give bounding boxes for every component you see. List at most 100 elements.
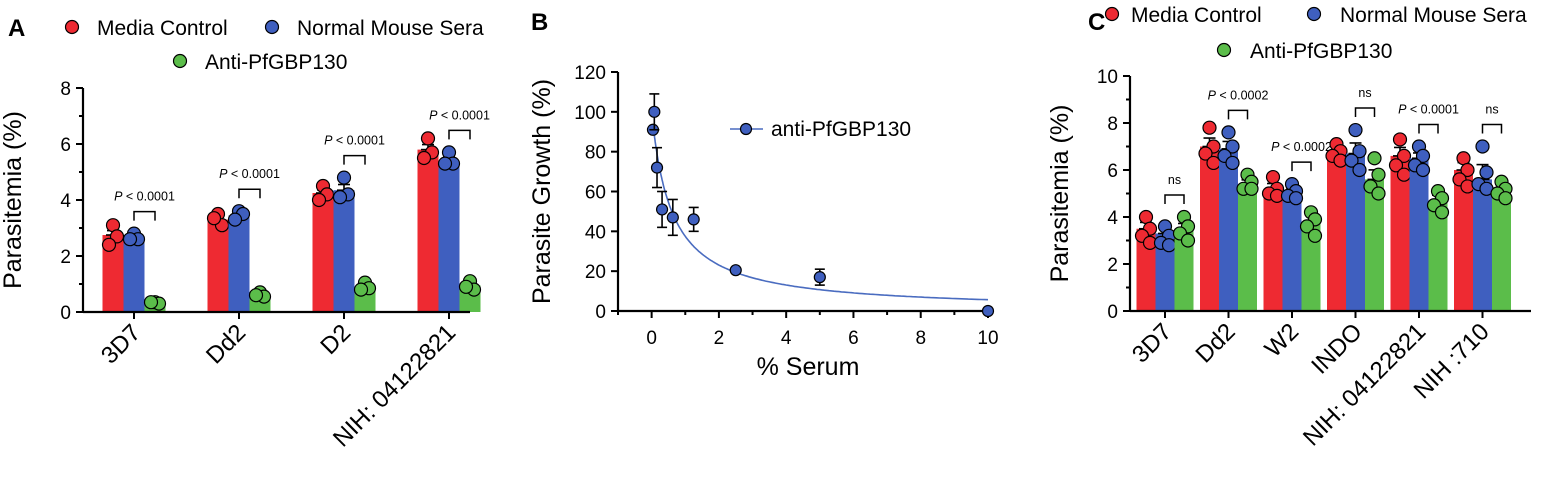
data-point xyxy=(729,264,742,277)
panel-letter: C xyxy=(1088,9,1105,36)
p-value-label: P < 0.0001 xyxy=(1398,103,1459,117)
data-point xyxy=(437,156,453,171)
y-tick-label: 120 xyxy=(574,63,606,84)
bar xyxy=(228,215,250,312)
data-point xyxy=(1225,155,1240,171)
data-point xyxy=(122,232,138,247)
x-tick-label: 8 xyxy=(915,328,926,349)
p-value-label: P < 0.0001 xyxy=(219,167,280,181)
bar xyxy=(1390,155,1410,311)
bar xyxy=(1473,179,1492,311)
x-tick-label: 2 xyxy=(714,328,725,349)
legend-marker-2 xyxy=(1216,42,1232,58)
data-point xyxy=(655,203,669,216)
data-point xyxy=(1180,233,1196,248)
bar xyxy=(438,160,460,312)
p-value-text: < 0.0001 xyxy=(437,108,490,122)
significance-bracket xyxy=(238,188,261,199)
y-tick-label: 0 xyxy=(595,302,606,323)
p-value-label: P < 0.0001 xyxy=(324,134,385,148)
data-point xyxy=(650,161,664,174)
bar xyxy=(1409,158,1429,311)
data-point xyxy=(1371,167,1386,182)
p-symbol: P xyxy=(324,134,333,148)
data-point xyxy=(353,282,369,297)
bar xyxy=(1365,179,1384,311)
data-point xyxy=(1392,132,1408,147)
data-point xyxy=(1161,238,1177,253)
bar xyxy=(1200,146,1219,311)
data-point xyxy=(101,237,117,252)
y-tick-label: 8 xyxy=(60,79,71,100)
data-point xyxy=(1388,158,1404,173)
data-point xyxy=(1460,162,1475,178)
bar xyxy=(1301,221,1321,311)
bar xyxy=(1263,188,1283,311)
data-point xyxy=(1198,146,1213,161)
legend-marker-1 xyxy=(264,19,280,35)
panel-letter: B xyxy=(531,9,548,36)
category-label: W2 xyxy=(1260,318,1305,363)
data-point xyxy=(336,170,352,185)
data-point xyxy=(1396,148,1412,163)
p-symbol: P xyxy=(1208,88,1217,102)
legend-marker-1 xyxy=(1306,6,1322,22)
data-point xyxy=(1288,191,1304,206)
panel-c: C Media Control Normal Mouse Sera Anti-PfGB… xyxy=(1046,4,1531,451)
p-value-text: < 0.0002 xyxy=(1279,140,1332,154)
category-label: D2 xyxy=(315,319,356,360)
significance-bracket xyxy=(343,154,366,165)
p-value-text: ns xyxy=(1358,86,1371,100)
p-value-text: < 0.0001 xyxy=(227,167,280,181)
data-point xyxy=(1396,167,1412,182)
data-point xyxy=(1367,151,1382,166)
data-point xyxy=(1221,125,1236,140)
significance-bracket xyxy=(133,210,156,221)
y-tick-label: 8 xyxy=(1107,114,1118,135)
bar xyxy=(1238,184,1257,311)
data-point xyxy=(1415,162,1431,178)
bar xyxy=(1454,170,1473,311)
bar xyxy=(417,149,439,312)
panel-a: A Media Control Normal Mouse Sera Anti-PfGB… xyxy=(0,15,490,452)
bar xyxy=(333,190,355,312)
x-axis-title: % Serum xyxy=(757,353,860,381)
bar xyxy=(1219,148,1238,311)
p-symbol: P xyxy=(219,167,228,181)
data-point xyxy=(1456,151,1471,166)
data-point xyxy=(1299,219,1315,234)
category-label: 3D7 xyxy=(96,319,146,369)
bar xyxy=(1155,233,1175,311)
bar xyxy=(123,237,145,312)
p-value-text: < 0.0001 xyxy=(1406,103,1459,117)
bar xyxy=(1428,200,1448,311)
data-point xyxy=(981,304,995,318)
data-point xyxy=(416,150,432,166)
p-value-label: ns xyxy=(1168,173,1181,187)
x-tick-label: 4 xyxy=(781,328,792,349)
bar xyxy=(1174,228,1194,311)
data-point xyxy=(143,295,159,310)
data-point xyxy=(1244,181,1259,196)
p-value-label: P < 0.0002 xyxy=(1208,88,1269,102)
bar xyxy=(207,219,229,312)
data-point xyxy=(1479,165,1494,180)
data-point xyxy=(1348,122,1363,138)
p-value-text: < 0.0001 xyxy=(332,134,385,148)
legend-label: Normal Mouse Sera xyxy=(1340,4,1527,27)
bar xyxy=(1327,151,1346,311)
p-value-label: P < 0.0001 xyxy=(114,190,175,204)
significance-bracket xyxy=(1418,123,1439,134)
data-point xyxy=(1344,153,1359,168)
y-axis-title: Parasite Growth (%) xyxy=(528,79,556,304)
data-point xyxy=(1307,228,1323,243)
data-point xyxy=(332,190,348,205)
significance-bracket xyxy=(1227,109,1249,120)
legend-label: Anti-PfGBP130 xyxy=(1250,40,1392,63)
significance-bracket xyxy=(448,129,471,140)
data-point xyxy=(206,211,222,226)
p-symbol: P xyxy=(1271,140,1280,154)
bar xyxy=(1346,153,1365,311)
p-value-label: P < 0.0002 xyxy=(1271,140,1332,154)
y-tick-label: 80 xyxy=(585,143,606,164)
